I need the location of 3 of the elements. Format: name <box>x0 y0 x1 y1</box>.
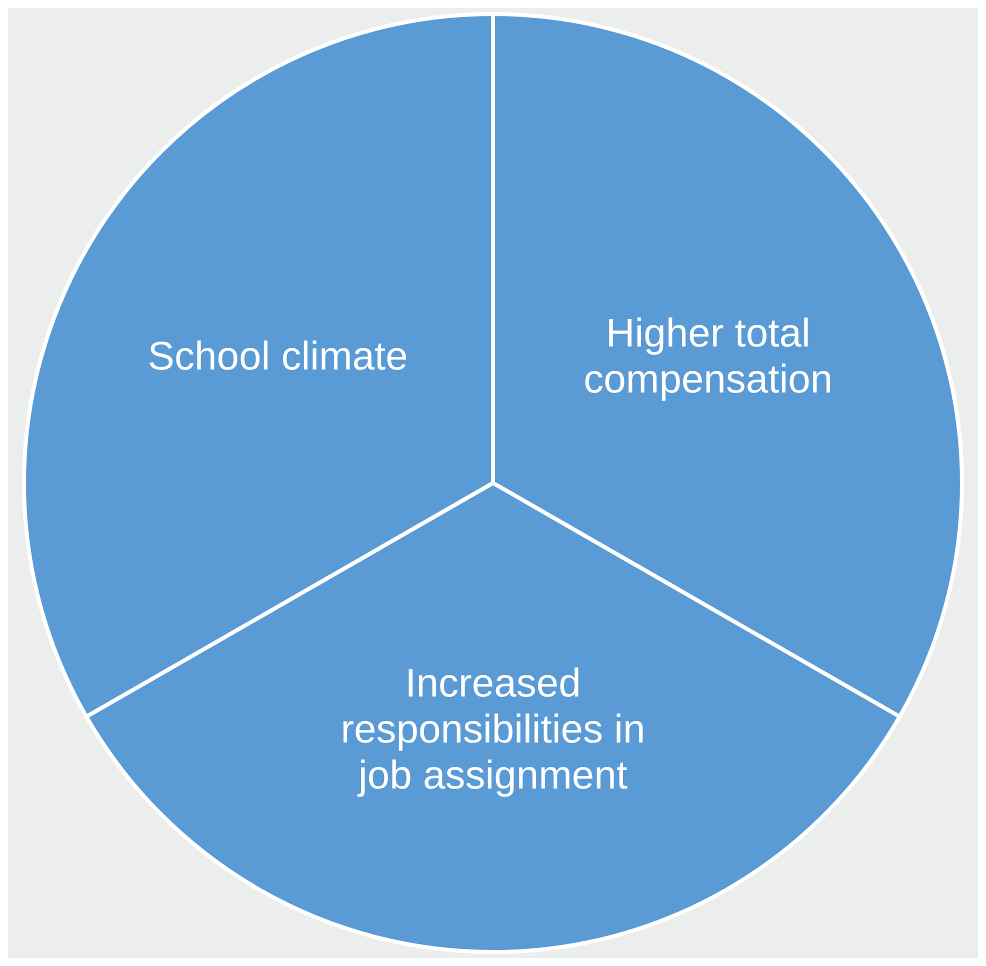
slice-label: School climate <box>148 334 408 379</box>
slice-label: Higher total compensation <box>584 312 833 402</box>
slice-label: Increased responsibilities in job assignment <box>340 662 646 798</box>
